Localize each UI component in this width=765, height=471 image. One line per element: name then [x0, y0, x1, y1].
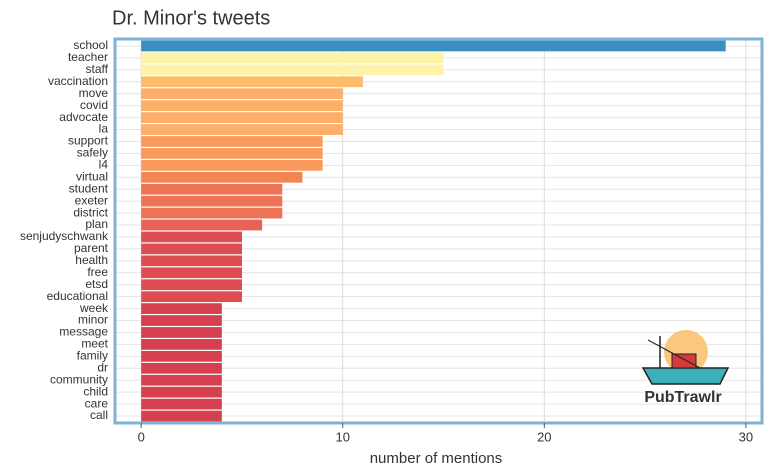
y-tick-label: move [79, 86, 109, 100]
y-tick-label: educational [47, 289, 108, 303]
y-tick-label: minor [78, 313, 108, 327]
y-tick-label: support [68, 134, 109, 148]
bar [141, 159, 323, 171]
bar [141, 52, 444, 64]
bar [141, 315, 222, 326]
bar [141, 398, 222, 410]
bar [141, 183, 283, 195]
bar [141, 40, 726, 52]
y-tick-label: covid [80, 98, 108, 112]
bar [141, 171, 303, 183]
y-tick-label: vaccination [48, 74, 108, 88]
y-tick-label: senjudyschwank [20, 229, 109, 243]
bar [141, 207, 283, 219]
logo-rope [647, 339, 701, 369]
y-tick-label: week [79, 301, 109, 315]
bar [141, 267, 242, 279]
logo-cabin [671, 353, 697, 369]
y-tick-label: dr [97, 360, 108, 374]
bar [141, 112, 343, 123]
bar [141, 362, 222, 374]
x-tick-label: 20 [537, 429, 551, 444]
bar [141, 64, 444, 76]
y-tick-label: health [75, 253, 108, 267]
bar [141, 386, 222, 398]
bar [141, 88, 343, 100]
y-tick-label: community [50, 372, 108, 386]
bar [141, 339, 222, 350]
y-tick-label: free [87, 265, 108, 279]
y-tick-label: safely [77, 146, 108, 160]
y-tick-label: staff [86, 62, 109, 76]
bar [141, 148, 323, 159]
bar [141, 100, 343, 112]
y-tick-label: advocate [59, 110, 108, 124]
bar [141, 350, 222, 362]
bar [141, 243, 242, 255]
bar [141, 327, 222, 338]
y-tick-label: virtual [76, 169, 108, 183]
bar [141, 195, 283, 207]
y-tick-label: child [83, 384, 108, 398]
x-axis-label: number of mentions [370, 450, 503, 467]
x-tick-label: 10 [336, 429, 350, 444]
y-tick-label: care [85, 396, 109, 410]
panel-border [113, 37, 764, 425]
y-tick-label: call [90, 408, 108, 422]
bar [141, 76, 363, 88]
y-tick-label: meet [81, 337, 108, 351]
y-tick-label: l4 [99, 158, 109, 172]
bar [141, 136, 323, 147]
plot [115, 40, 762, 422]
y-tick-label: etsd [85, 277, 108, 291]
chart-title: Dr. Minor's tweets [112, 7, 270, 29]
y-tick-label: exeter [75, 193, 108, 207]
bar [141, 219, 263, 231]
y-tick-label: family [77, 349, 108, 363]
y-tick-label: plan [85, 217, 108, 231]
y-tick-label: teacher [68, 50, 108, 64]
y-tick-label: school [73, 38, 108, 52]
x-tick-label: 30 [739, 429, 753, 444]
logo-hull [641, 367, 730, 385]
y-tick-label: la [99, 122, 109, 136]
y-tick-label: parent [74, 241, 109, 255]
y-tick-label: district [73, 205, 108, 219]
y-tick-label: message [59, 325, 108, 339]
bar [141, 279, 242, 291]
bar [141, 303, 222, 314]
logo-text: PubTrawlr [644, 389, 721, 406]
bar [141, 410, 222, 422]
bar [141, 255, 242, 267]
bar [141, 231, 242, 243]
bar [141, 291, 242, 303]
logo: PubTrawlr [641, 330, 730, 406]
bar [141, 124, 343, 135]
y-tick-label: student [69, 181, 109, 195]
bar [141, 374, 222, 386]
x-tick-label: 0 [138, 429, 145, 444]
